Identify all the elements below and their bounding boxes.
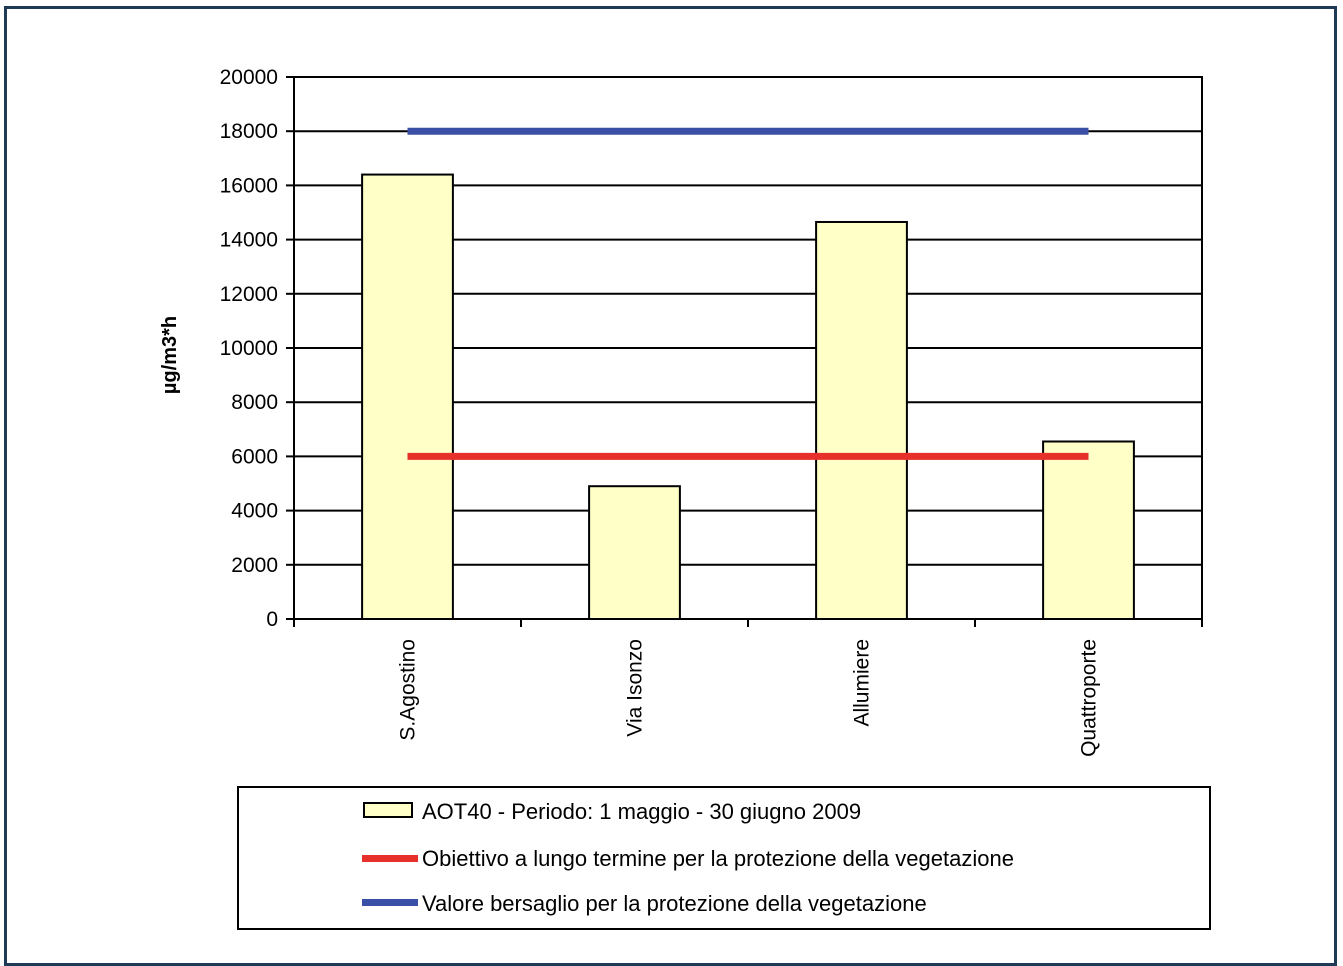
legend-swatch-blue-line: [362, 899, 418, 906]
y-tick-label: 0: [266, 608, 278, 631]
y-tick-label: 8000: [231, 391, 278, 414]
y-tick-label: 18000: [220, 120, 278, 143]
y-tick-label: 4000: [231, 500, 278, 523]
x-tick-label: Allumiere: [851, 639, 874, 727]
bar: [815, 220, 908, 621]
legend-swatch-bar: [363, 802, 413, 818]
y-axis-label: µg/m3*h: [159, 316, 181, 394]
x-tick-label: S.Agostino: [397, 639, 420, 741]
legend-swatch-red-line: [362, 855, 418, 862]
y-tick-label: 14000: [220, 229, 278, 252]
y-tick-label: 10000: [220, 337, 278, 360]
axes: 0 2000 4000 6000 8000 10000 12000 14000 16000 180…: [220, 66, 1203, 757]
reference-lines: [407, 127, 1089, 460]
legend-label-aot40: AOT40 - Periodo: 1 maggio - 30 giugno 20…: [422, 799, 861, 824]
y-tick-label: 20000: [220, 66, 278, 89]
bars: [361, 173, 1135, 621]
bar: [588, 485, 681, 620]
bar: [1042, 440, 1135, 620]
x-tick-label: Quattroporte: [1078, 639, 1101, 757]
y-tick-label: 6000: [231, 445, 278, 468]
y-tick-label: 12000: [220, 283, 278, 306]
bar: [361, 173, 454, 620]
legend: AOT40 - Periodo: 1 maggio - 30 giugno 20…: [237, 786, 1211, 930]
legend-label-valore: Valore bersaglio per la protezione della…: [422, 891, 927, 916]
legend-label-obiettivo: Obiettivo a lungo termine per la protezi…: [422, 846, 1014, 871]
y-tick-label: 16000: [220, 174, 278, 197]
y-tick-label: 2000: [231, 554, 278, 577]
x-tick-label: Via Isonzo: [624, 639, 647, 737]
